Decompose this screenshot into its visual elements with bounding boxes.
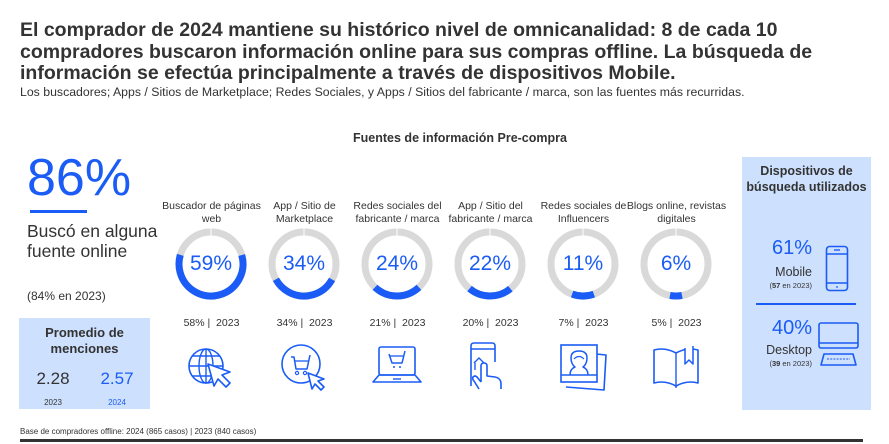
summary-label: Buscó en alguna fuente online — [27, 221, 158, 261]
source-label: Redes sociales del fabricante / marca — [353, 200, 442, 225]
sources-section-title: Fuentes de información Pre-compra — [353, 131, 567, 145]
profile-photos-icon — [560, 344, 607, 391]
source-previous: 34% | 2023 — [276, 317, 333, 329]
source-previous: 20% | 2023 — [462, 317, 519, 329]
source-value: 11% — [562, 252, 604, 275]
average-year-2023: 2023 — [44, 398, 62, 407]
source-label: Buscador de páginas web — [162, 200, 261, 225]
source-previous: 21% | 2023 — [369, 317, 426, 329]
page-title: El comprador de 2024 mantiene su históri… — [20, 19, 813, 84]
donut-value-arc — [547, 228, 619, 300]
source-donut — [361, 228, 433, 300]
average-value-2023: 2.28 — [36, 369, 70, 388]
mobile-label: Mobile — [775, 265, 812, 279]
source-previous: 5% | 2023 — [651, 317, 702, 329]
mobile-previous-number: 57 — [771, 281, 781, 290]
source-donut — [547, 228, 619, 300]
source-label: Redes sociales de Influencers — [540, 200, 627, 225]
average-mentions-box: Promedio de menciones 2.28 2023 2.57 202… — [19, 318, 150, 409]
source-value: 59% — [189, 252, 233, 275]
cart-cursor-icon — [281, 344, 325, 391]
source-label: App / Sitio del fabricante / marca — [448, 200, 533, 225]
mobile-previous-text: en 2023) — [780, 281, 812, 290]
summary-underline — [30, 210, 87, 213]
source-column: Redes sociales del fabricante / marca 24%… — [351, 180, 444, 400]
summary-value: 86% — [27, 149, 132, 207]
average-year-2024: 2024 — [108, 398, 126, 407]
source-donut — [454, 228, 526, 300]
devices-title: Dispositivos de búsqueda utilizados — [746, 164, 867, 194]
source-column: App / Sitio de Marketplace 34% 34% | 2023 — [258, 180, 351, 400]
desktop-previous-number: 39 — [771, 359, 781, 368]
devices-panel: Dispositivos de búsqueda utilizados 61% … — [742, 157, 871, 410]
page-subtitle: Los buscadores; Apps / Sitios de Marketp… — [20, 85, 745, 99]
source-donut — [640, 228, 712, 300]
source-previous: 58% | 2023 — [183, 317, 240, 329]
laptop-cart-icon — [372, 346, 422, 383]
average-value-2024: 2.57 — [100, 369, 134, 388]
source-column: Redes sociales de Influencers 11% 7% | 202… — [537, 180, 630, 400]
summary-previous: (84% en 2023) — [27, 289, 106, 303]
source-previous: 7% | 2023 — [558, 317, 609, 329]
phone-touch-icon — [470, 342, 502, 390]
mobile-previous: (57 en 2023) — [769, 281, 812, 290]
mobile-value: 61% — [771, 237, 812, 259]
footer-divider — [20, 439, 863, 442]
donut-value-arc — [454, 228, 526, 300]
source-value: 24% — [375, 252, 419, 275]
source-column: Blogs online, revistas digitales 6% 5% | 2… — [627, 180, 726, 400]
desktop-previous-text: en 2023) — [780, 359, 812, 368]
average-mentions-title: Promedio de menciones — [45, 325, 124, 356]
desktop-previous: (39 en 2023) — [769, 359, 812, 368]
source-label: Blogs online, revistas digitales — [626, 200, 727, 225]
globe-cursor-icon — [188, 348, 231, 388]
source-value: 22% — [468, 252, 512, 275]
source-column: App / Sitio del fabricante / marca 22% 20%… — [444, 180, 537, 400]
source-donut — [175, 228, 247, 300]
source-value: 34% — [282, 252, 326, 275]
desktop-icon — [818, 322, 859, 366]
smartphone-icon — [825, 245, 849, 292]
source-label: App / Sitio de Marketplace — [273, 200, 336, 225]
devices-separator — [756, 303, 856, 305]
desktop-value: 40% — [771, 317, 812, 339]
footnote: Base de compradores offline: 2024 (865 c… — [20, 427, 257, 436]
open-book-icon — [653, 346, 699, 388]
source-value: 6% — [660, 252, 692, 275]
source-donut — [268, 228, 340, 300]
source-column: Buscador de páginas web 59% 58% | 2023 — [162, 180, 261, 400]
desktop-label: Desktop — [766, 343, 812, 357]
